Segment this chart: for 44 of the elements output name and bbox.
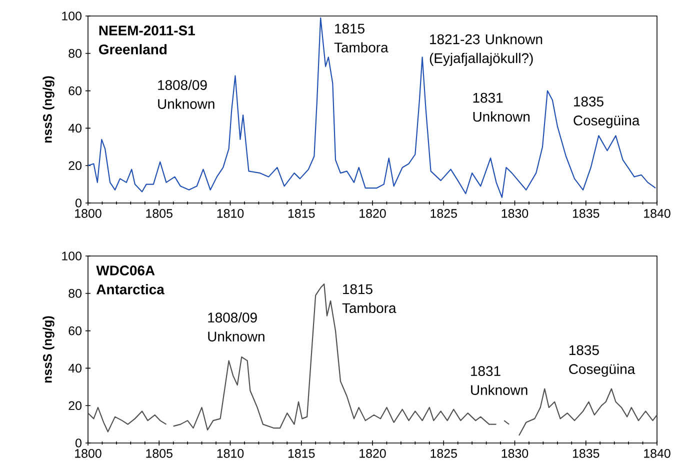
x-tick-label: 1830 — [502, 449, 528, 458]
x-tick-label: 1825 — [430, 209, 457, 218]
y-tick-label: 100 — [62, 12, 82, 20]
y-tick-label: 40 — [68, 124, 82, 133]
y-tick-label: 0 — [76, 438, 82, 448]
y-axis-title: nssS (ng/g) — [42, 76, 54, 143]
annotation: WDC06A Antarctica — [96, 266, 164, 294]
annotation: 1808/09 Unknown — [158, 80, 214, 109]
y-axis-title: nssS (ng/g) — [42, 316, 54, 383]
x-tick-label: 1800 — [75, 449, 102, 458]
x-tick-label: 1800 — [75, 209, 102, 218]
annotation: 1831 Unknown — [473, 92, 530, 122]
x-tick-label: 1830 — [502, 209, 528, 218]
annotation: 1835 Cosegüina — [569, 345, 636, 377]
x-tick-label: 1815 — [288, 449, 315, 458]
x-tick-label: 1835 — [572, 449, 600, 458]
y-tick-label: 0 — [76, 198, 82, 208]
x-tick-label: 1835 — [572, 209, 600, 218]
x-tick-label: 1805 — [146, 449, 172, 458]
y-tick-label: 60 — [68, 326, 82, 336]
x-tick-label: 1810 — [217, 209, 244, 218]
x-tick-label: 1825 — [430, 449, 457, 458]
x-tick-label: 1820 — [360, 209, 386, 218]
x-tick-label: 1810 — [217, 449, 244, 458]
y-tick-label: 20 — [68, 401, 82, 410]
x-tick-label: 1805 — [146, 209, 172, 218]
annotation: 1815 Tambora — [342, 284, 396, 314]
y-tick-label: 20 — [68, 161, 82, 170]
annotation: NEEM-2011-S1 Greenland — [99, 26, 195, 54]
y-tick-label: 80 — [68, 48, 82, 58]
y-tick-label: 40 — [68, 364, 82, 373]
x-tick-label: 1820 — [360, 449, 386, 458]
annotation: 1831 Unknown — [471, 366, 528, 395]
y-tick-label: 60 — [68, 86, 82, 96]
annotation: 1821-23 Unknown (Eyjafjallajökull?) — [430, 34, 542, 66]
annotation: 1835 Cosegüina — [574, 96, 640, 128]
y-tick-label: 100 — [62, 252, 82, 260]
x-tick-label: 1815 — [288, 209, 315, 218]
annotation: 1815 Tambora — [334, 24, 388, 52]
y-tick-label: 80 — [68, 288, 82, 298]
x-tick-label: 1840 — [644, 449, 670, 458]
line-series — [88, 17, 656, 198]
annotation: 1808/09 Unknown — [208, 312, 264, 342]
x-tick-label: 1840 — [644, 209, 670, 218]
